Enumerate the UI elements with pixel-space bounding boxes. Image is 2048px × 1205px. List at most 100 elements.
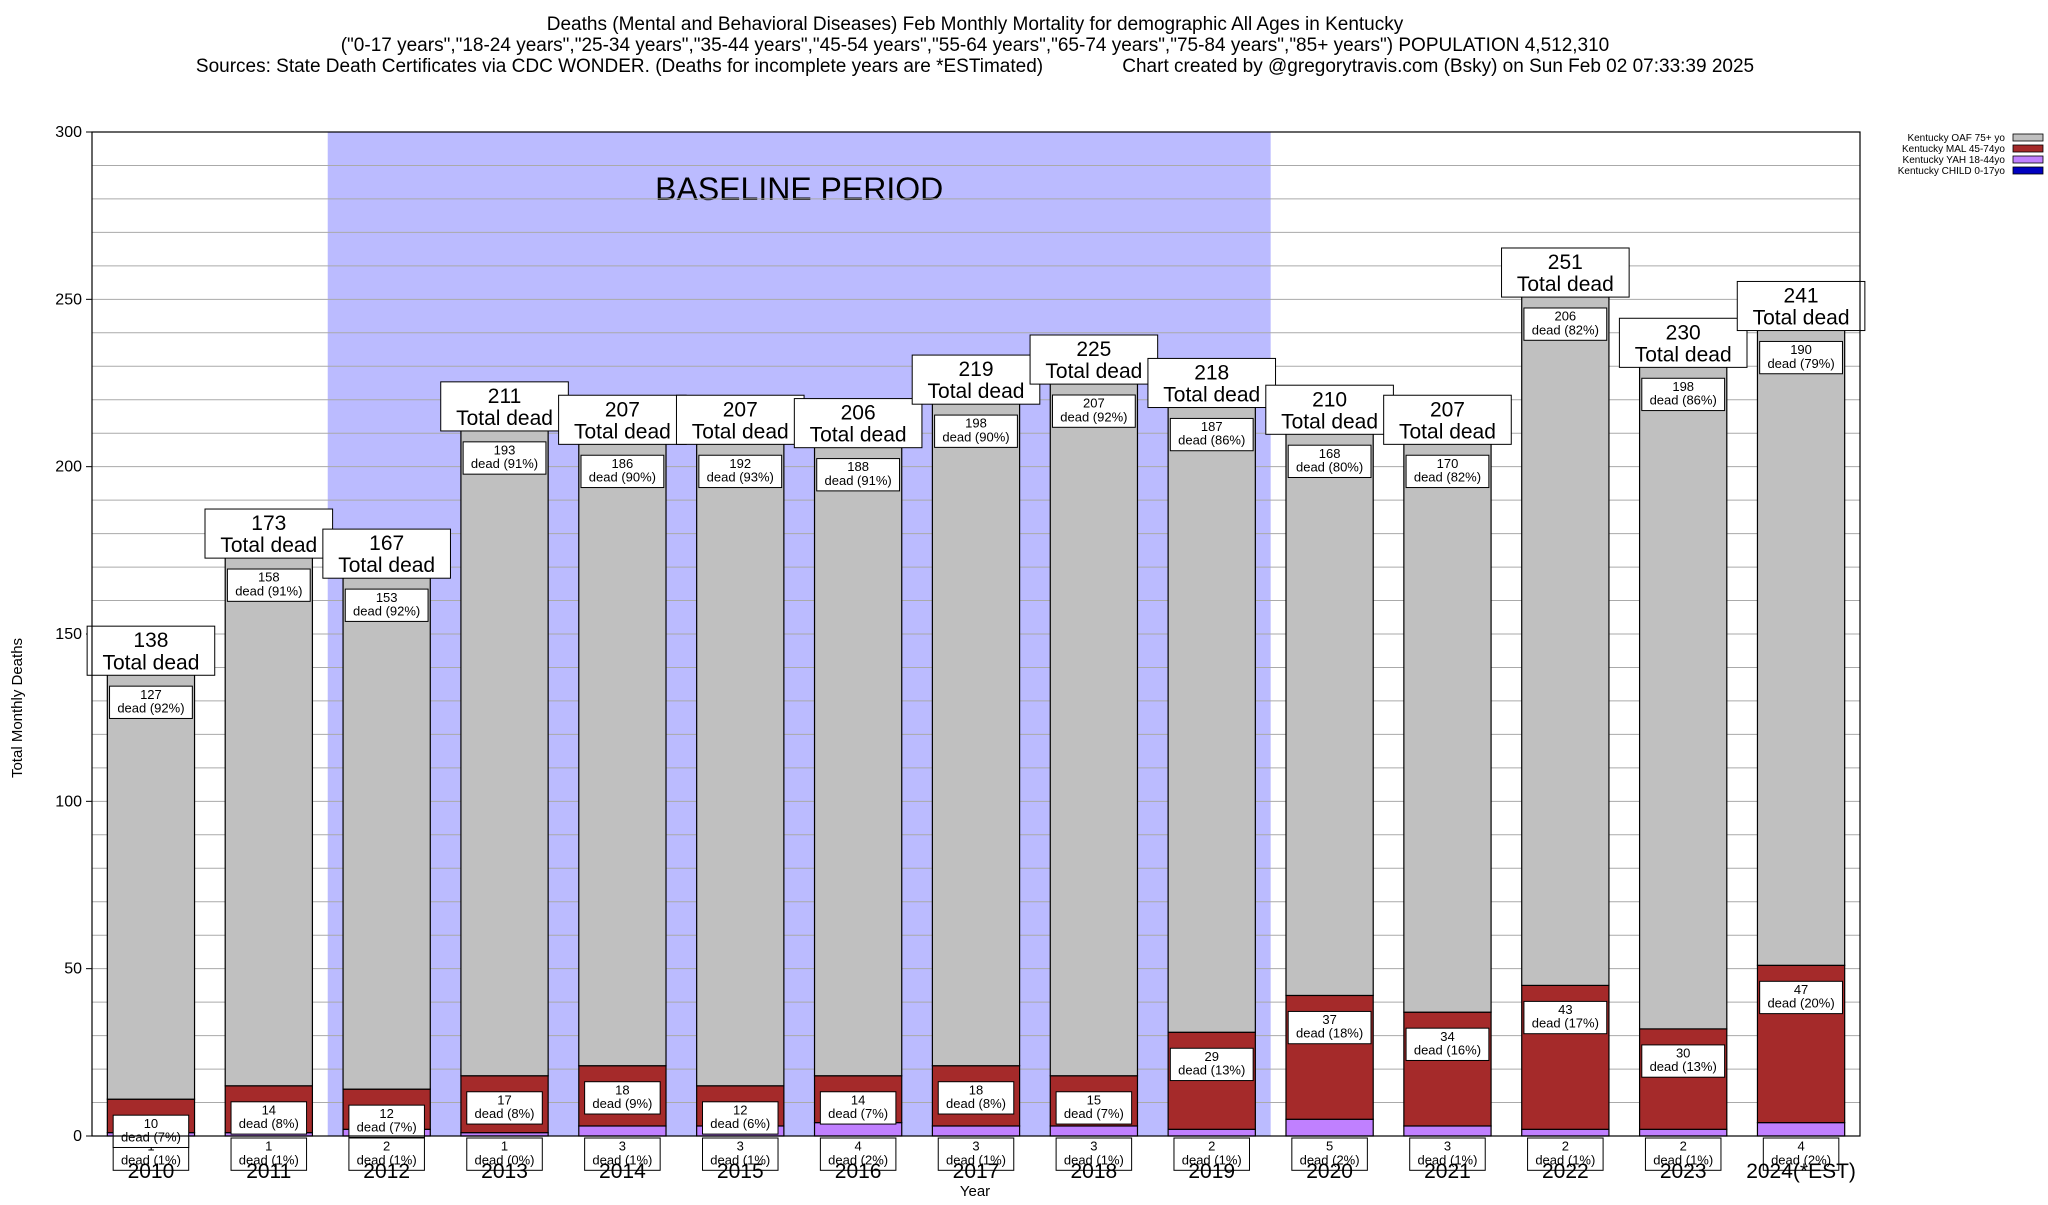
bar-segment-oaf (224, 556, 314, 1087)
data-label-total-text: Total dead (1517, 273, 1614, 296)
data-label-oaf-text: 198 (965, 416, 987, 431)
bar-segment-oaf (106, 673, 196, 1100)
data-label-total-box (1147, 357, 1277, 409)
data-label-oaf-text: dead (91%) (825, 473, 892, 488)
data-label-oaf-box (1523, 307, 1608, 341)
data-label-mal-text: 12 (379, 1106, 393, 1121)
data-label-mal-text: dead (9%) (592, 1096, 652, 1111)
data-label-yah-text: dead (1%) (121, 1152, 181, 1167)
data-label-yah-box (1173, 1137, 1250, 1171)
data-label-oaf-text: dead (92%) (1060, 409, 1127, 424)
data-label-total-text: 207 (1430, 398, 1465, 421)
data-label-yah-text: dead (1%) (239, 1152, 299, 1167)
data-label-total-text: 218 (1194, 361, 1229, 384)
bar-segment-yah (1521, 1128, 1610, 1137)
bar-segment-oaf (813, 445, 903, 1077)
data-label-oaf-text: dead (82%) (1532, 322, 1599, 337)
bar-group (106, 673, 196, 1137)
data-label-yah-box (1291, 1137, 1368, 1171)
data-label-oaf-text: 192 (729, 456, 751, 471)
data-label-total-text: 207 (723, 398, 758, 421)
data-label-yah-text: 3 (972, 1139, 979, 1154)
legend-label: Kentucky MAL 45-74yo (1902, 144, 2005, 155)
data-label-mal-text: 43 (1558, 1002, 1572, 1017)
data-label-total-box (675, 394, 805, 445)
bar-group (578, 442, 667, 1137)
data-label-yah-text: dead (2%) (828, 1152, 888, 1167)
data-label-yah-text: dead (1%) (1417, 1152, 1477, 1167)
data-label-oaf-box (1641, 377, 1726, 412)
data-label-yah-text: dead (1%) (1182, 1152, 1242, 1167)
data-label-total-box (911, 354, 1041, 405)
bar-segment-yah (813, 1122, 903, 1137)
x-tick-label: 2010 (128, 1160, 175, 1183)
legend-label: Kentucky OAF 75+ yo (1907, 133, 2005, 144)
data-label-mal-text: dead (16%) (1414, 1042, 1481, 1057)
data-label-yah-text: dead (2%) (1771, 1152, 1831, 1167)
data-label-mal-box (937, 1081, 1015, 1115)
data-label-mal-text: 12 (733, 1102, 747, 1117)
data-label-oaf-box (1051, 394, 1136, 428)
data-label-total-text: Total dead (574, 420, 671, 443)
data-label-mal-box (1641, 1044, 1726, 1078)
data-label-mal-text: 30 (1676, 1046, 1690, 1061)
legend-swatch (2012, 155, 2044, 164)
data-label-mal-text: 34 (1440, 1029, 1454, 1044)
data-label-total-text: 241 (1784, 285, 1819, 308)
bar-segment-oaf (578, 442, 667, 1067)
data-label-oaf-text: 170 (1437, 456, 1459, 471)
data-label-mal-text: 10 (144, 1116, 158, 1131)
data-label-yah-box (937, 1137, 1015, 1171)
data-label-mal-text: 14 (262, 1102, 276, 1117)
x-tick-label: 2015 (717, 1160, 764, 1183)
data-label-total-text: Total dead (1399, 420, 1496, 443)
data-label-total-text: 206 (841, 402, 876, 425)
data-label-mal-text: 37 (1322, 1012, 1336, 1027)
bar-segment-oaf (931, 402, 1021, 1067)
bar-segment-oaf (1285, 432, 1374, 997)
x-tick-label: 2024(*EST) (1746, 1160, 1856, 1183)
data-label-total-text: Total dead (928, 380, 1025, 403)
data-label-yah-text: dead (1%) (710, 1152, 770, 1167)
data-label-yah-text: 2 (1208, 1139, 1215, 1154)
data-label-yah-text: dead (1%) (1535, 1152, 1595, 1167)
data-label-mal-text: dead (7%) (1064, 1106, 1124, 1121)
data-label-yah-text: dead (0%) (475, 1152, 535, 1167)
bar-group (931, 402, 1021, 1137)
data-label-total-box (322, 528, 451, 579)
y-tick-label: 0 (73, 1128, 82, 1145)
data-label-oaf-text: dead (90%) (589, 470, 656, 485)
data-label-yah-text: 1 (265, 1139, 272, 1154)
data-label-mal-box (1055, 1091, 1133, 1125)
data-label-mal-text: dead (6%) (710, 1116, 770, 1131)
data-label-yah-text: 4 (1797, 1139, 1804, 1154)
bar-segment-yah (1049, 1125, 1139, 1137)
data-label-total-text: 167 (369, 532, 404, 555)
data-label-mal-text: 18 (615, 1082, 629, 1097)
data-label-total-box (204, 508, 334, 559)
bar-segment-oaf (342, 576, 431, 1090)
data-label-oaf-text: dead (80%) (1296, 460, 1363, 475)
data-label-yah-box (1762, 1137, 1840, 1171)
data-label-yah-text: dead (2%) (1300, 1152, 1360, 1167)
bar-group (342, 576, 431, 1137)
y-tick-label: 100 (55, 793, 82, 810)
data-label-mal-text: dead (8%) (475, 1106, 535, 1121)
bar-segment-yah (1638, 1128, 1728, 1137)
data-label-total-text: Total dead (338, 554, 435, 577)
